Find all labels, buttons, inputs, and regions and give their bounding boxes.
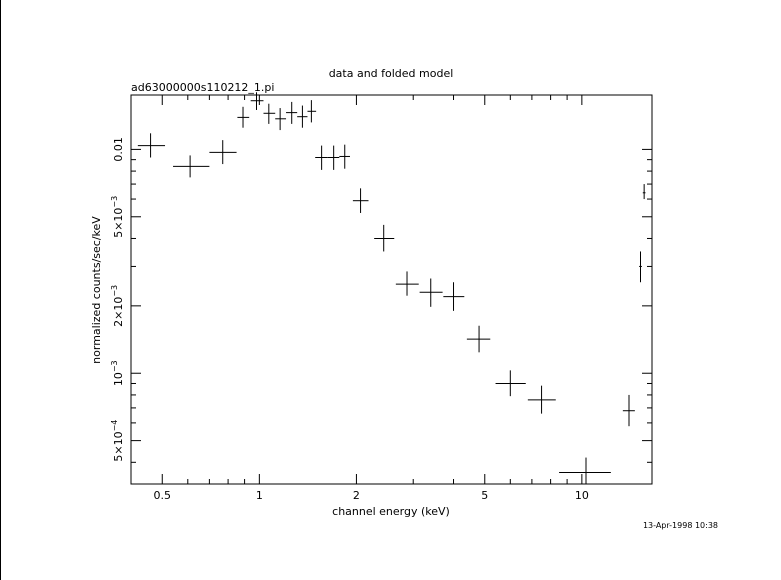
chart-title: data and folded model xyxy=(329,67,454,80)
data-point xyxy=(209,140,237,165)
x-axis-label: channel energy (keV) xyxy=(332,505,450,518)
data-point xyxy=(395,271,419,296)
data-point xyxy=(339,144,350,169)
data-point xyxy=(419,278,443,307)
x-tick-label: 2 xyxy=(353,489,360,502)
data-points xyxy=(137,92,646,484)
timestamp: 13-Apr-1998 10:38 xyxy=(643,521,718,530)
data-point xyxy=(297,105,308,128)
data-point xyxy=(527,385,556,414)
x-tick-label: 5 xyxy=(481,489,488,502)
x-tick-label: 0.5 xyxy=(154,489,172,502)
x-tick-label: 10 xyxy=(575,489,589,502)
data-point xyxy=(137,133,166,158)
data-point xyxy=(639,251,642,283)
plot-frame xyxy=(130,94,653,485)
data-point xyxy=(642,184,646,200)
data-point xyxy=(495,370,526,397)
data-point xyxy=(263,103,276,124)
data-point xyxy=(352,188,369,213)
data-point xyxy=(307,100,317,123)
y-axis-label: normalized counts/sec/keV xyxy=(90,216,103,364)
data-point xyxy=(250,92,264,110)
data-point xyxy=(237,106,250,128)
data-point xyxy=(622,394,635,427)
y-tick-label: 2×10−3 xyxy=(110,285,125,327)
y-axis: 5×10−4 10−3 2×10−3 5×10−3 0.01 xyxy=(110,137,652,463)
chart-subtitle: ad63000000s110212_1.pi xyxy=(131,81,274,94)
x-axis: 0.5 1 2 5 10 xyxy=(130,95,589,502)
x-tick-label: 1 xyxy=(256,489,263,502)
data-point xyxy=(173,155,210,178)
data-point xyxy=(443,282,465,311)
window-left-border xyxy=(0,0,1,580)
data-point xyxy=(327,145,340,170)
data-point xyxy=(286,101,298,124)
y-tick-label: 5×10−4 xyxy=(110,420,125,462)
data-point xyxy=(559,457,611,484)
data-point xyxy=(315,145,328,170)
data-point xyxy=(275,108,287,131)
y-tick-label: 5×10−3 xyxy=(110,196,125,238)
data-point xyxy=(466,325,491,353)
y-tick-label: 10−3 xyxy=(110,360,125,386)
y-tick-label: 0.01 xyxy=(112,137,125,162)
data-point xyxy=(374,224,395,252)
